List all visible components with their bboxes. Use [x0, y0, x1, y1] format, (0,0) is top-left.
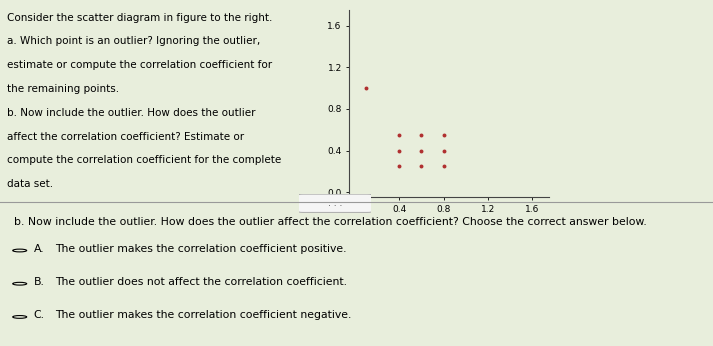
Text: B.: B.	[34, 277, 44, 287]
Text: affect the correlation coefficient? Estimate or: affect the correlation coefficient? Esti…	[7, 131, 245, 142]
Point	[394, 163, 405, 169]
Text: b. Now include the outlier. How does the outlier: b. Now include the outlier. How does the…	[7, 108, 256, 118]
Text: . . .: . . .	[328, 199, 342, 208]
Text: Consider the scatter diagram in figure to the right.: Consider the scatter diagram in figure t…	[7, 13, 272, 22]
Text: The outlier makes the correlation coefficient negative.: The outlier makes the correlation coeffi…	[55, 310, 351, 320]
Text: estimate or compute the correlation coefficient for: estimate or compute the correlation coef…	[7, 60, 272, 70]
Text: C.: C.	[34, 310, 45, 320]
Point	[438, 132, 449, 138]
Point	[438, 163, 449, 169]
Text: a. Which point is an outlier? Ignoring the outlier,: a. Which point is an outlier? Ignoring t…	[7, 36, 260, 46]
Text: The outlier makes the correlation coefficient positive.: The outlier makes the correlation coeffi…	[55, 244, 346, 254]
Point	[416, 132, 427, 138]
Point	[394, 132, 405, 138]
Text: compute the correlation coefficient for the complete: compute the correlation coefficient for …	[7, 155, 282, 165]
Point	[438, 148, 449, 153]
FancyBboxPatch shape	[297, 194, 373, 212]
Point	[416, 148, 427, 153]
Point	[416, 163, 427, 169]
Text: A.: A.	[34, 244, 44, 254]
Text: The outlier does not affect the correlation coefficient.: The outlier does not affect the correlat…	[55, 277, 347, 287]
Text: data set.: data set.	[7, 179, 53, 189]
Point	[394, 148, 405, 153]
Text: the remaining points.: the remaining points.	[7, 84, 119, 94]
Point	[360, 85, 371, 91]
Text: b. Now include the outlier. How does the outlier affect the correlation coeffici: b. Now include the outlier. How does the…	[14, 217, 647, 227]
